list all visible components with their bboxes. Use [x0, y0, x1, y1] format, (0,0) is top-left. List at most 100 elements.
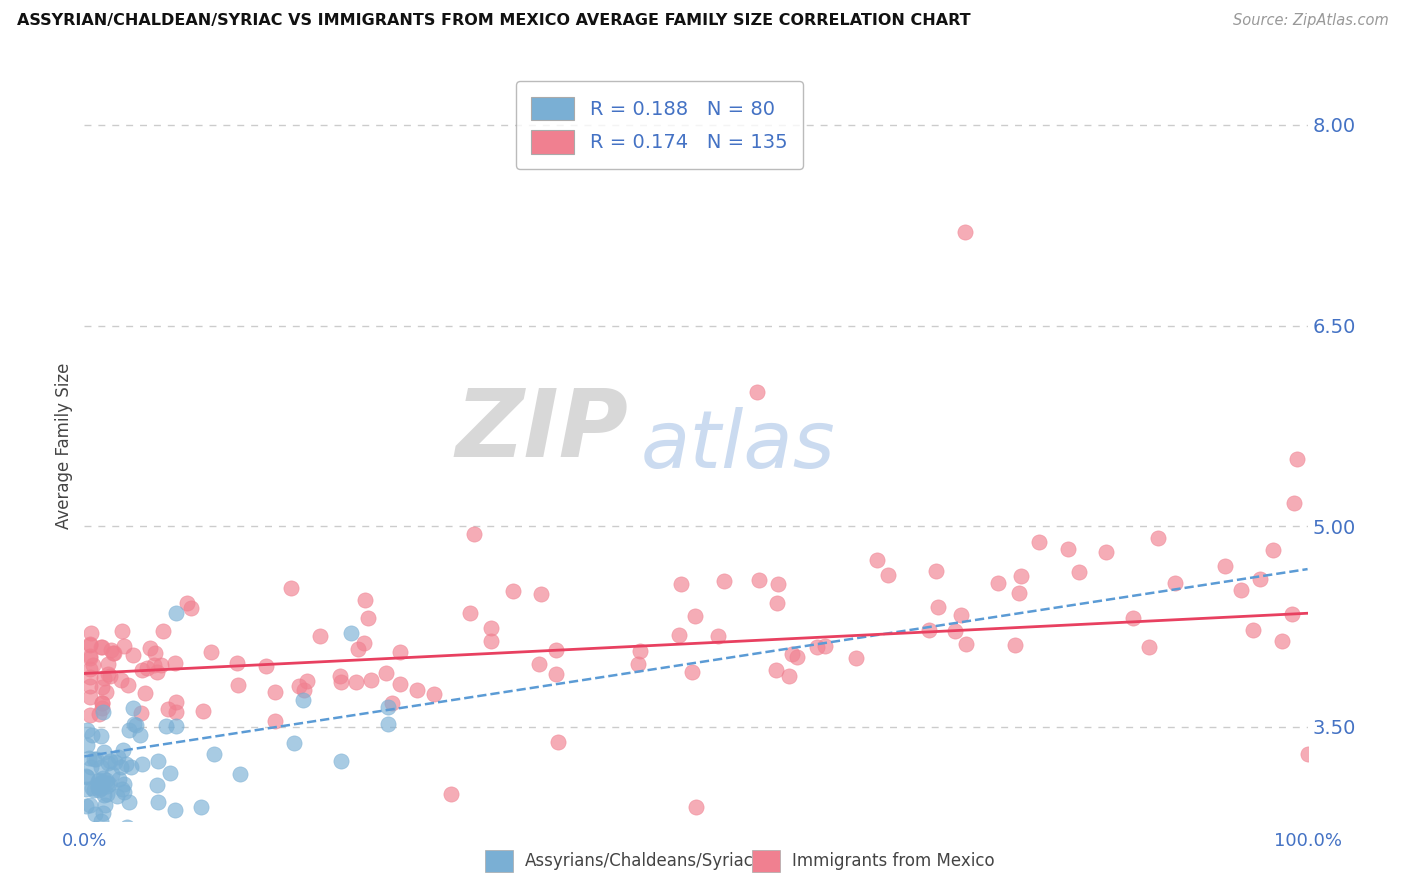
- Point: [79, 708, 101, 723]
- Point: [344, 675, 367, 690]
- Point: [105, 789, 128, 803]
- Point: [329, 674, 352, 689]
- Point: [100, 643, 122, 657]
- Point: [1067, 566, 1090, 580]
- Point: [91, 805, 114, 820]
- Point: [190, 800, 212, 814]
- Point: [529, 657, 551, 672]
- Point: [481, 621, 503, 635]
- Point: [845, 651, 868, 665]
- Point: [163, 656, 186, 670]
- Point: [91, 705, 114, 719]
- Point: [1263, 543, 1285, 558]
- Point: [950, 608, 973, 623]
- Point: [94, 827, 117, 841]
- Point: [90, 640, 112, 654]
- Point: [125, 718, 148, 732]
- Y-axis label: Average Family Size: Average Family Size: [55, 363, 73, 529]
- Point: [671, 577, 693, 591]
- Point: [1282, 496, 1305, 510]
- Point: [97, 657, 120, 672]
- Point: [953, 225, 976, 239]
- Point: [806, 640, 828, 654]
- Point: [96, 776, 118, 790]
- Point: [90, 730, 112, 744]
- Point: [91, 640, 114, 654]
- Point: [104, 755, 127, 769]
- Point: [91, 700, 114, 714]
- Point: [786, 650, 808, 665]
- Point: [353, 636, 375, 650]
- Point: [111, 624, 134, 639]
- Point: [79, 638, 101, 652]
- Point: [89, 707, 111, 722]
- Text: atlas: atlas: [641, 407, 835, 485]
- Point: [94, 797, 117, 812]
- Point: [146, 754, 169, 768]
- Point: [131, 757, 153, 772]
- Point: [627, 657, 650, 671]
- Point: [389, 645, 412, 659]
- Point: [87, 782, 110, 797]
- Point: [143, 657, 166, 672]
- Point: [112, 777, 135, 791]
- Point: [136, 661, 159, 675]
- Point: [157, 702, 180, 716]
- Point: [377, 700, 399, 714]
- Point: [685, 800, 707, 814]
- Point: [766, 596, 789, 610]
- Point: [309, 629, 332, 643]
- Point: [103, 646, 125, 660]
- Point: [1137, 640, 1160, 655]
- Point: [90, 681, 112, 695]
- Point: [292, 683, 315, 698]
- Point: [229, 766, 252, 780]
- Point: [256, 658, 278, 673]
- Point: [117, 678, 139, 692]
- Point: [75, 769, 97, 783]
- Point: [107, 749, 129, 764]
- Point: [143, 646, 166, 660]
- Point: [1281, 607, 1303, 622]
- Point: [544, 667, 567, 681]
- Point: [943, 624, 966, 638]
- Point: [375, 665, 398, 680]
- Point: [354, 593, 377, 607]
- Point: [82, 658, 104, 673]
- Point: [80, 625, 103, 640]
- Point: [544, 643, 567, 657]
- Point: [1010, 569, 1032, 583]
- Point: [112, 639, 135, 653]
- Point: [683, 609, 706, 624]
- Point: [263, 685, 285, 699]
- Point: [917, 623, 939, 637]
- Point: [1213, 558, 1236, 573]
- Point: [1122, 611, 1144, 625]
- Point: [165, 719, 187, 733]
- Point: [295, 674, 318, 689]
- Point: [360, 673, 382, 687]
- Point: [75, 781, 97, 796]
- Point: [1249, 572, 1271, 586]
- Text: Source: ZipAtlas.com: Source: ZipAtlas.com: [1233, 13, 1389, 29]
- Point: [1146, 531, 1168, 545]
- Point: [90, 781, 112, 796]
- Point: [668, 628, 690, 642]
- Point: [479, 634, 502, 648]
- Point: [112, 785, 135, 799]
- Point: [264, 714, 287, 728]
- Point: [83, 783, 105, 797]
- Text: Assyrians/Chaldeans/Syriacs: Assyrians/Chaldeans/Syriacs: [524, 852, 762, 871]
- Point: [927, 599, 949, 614]
- Point: [226, 656, 249, 670]
- Point: [149, 658, 172, 673]
- Point: [329, 669, 352, 683]
- Point: [165, 696, 187, 710]
- Point: [76, 723, 98, 737]
- Point: [165, 803, 187, 817]
- Point: [813, 639, 835, 653]
- Point: [84, 752, 107, 766]
- Point: [357, 611, 380, 625]
- Point: [463, 527, 485, 541]
- Point: [87, 777, 110, 791]
